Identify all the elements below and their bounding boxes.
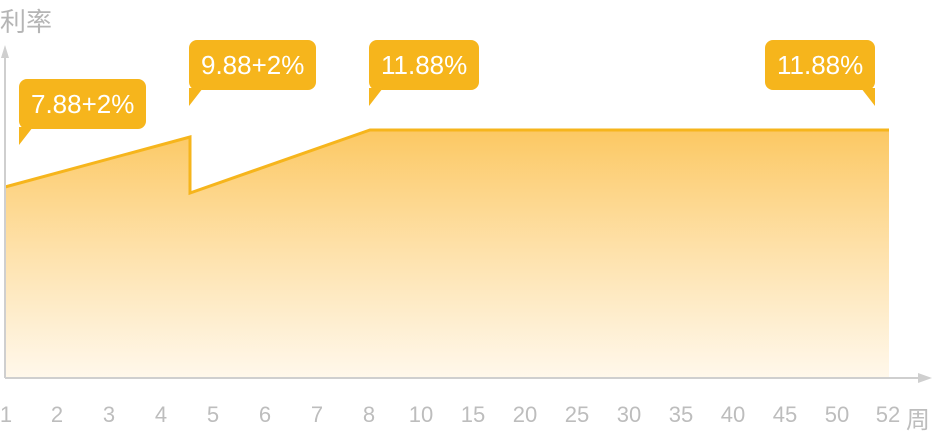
x-tick-label: 35 bbox=[668, 402, 694, 427]
x-tick-label: 1 bbox=[0, 402, 13, 427]
x-tick-label: 4 bbox=[154, 402, 168, 427]
x-tick-label: 15 bbox=[460, 402, 486, 427]
x-tick-label: 50 bbox=[824, 402, 850, 427]
x-tick-label: 40 bbox=[720, 402, 746, 427]
annotation-4-label: 11.88% bbox=[777, 50, 864, 80]
annotation-3: 11.88% bbox=[369, 40, 480, 106]
x-tick-label: 5 bbox=[206, 402, 220, 427]
x-tick-label: 20 bbox=[512, 402, 538, 427]
x-tick-label: 45 bbox=[772, 402, 798, 427]
x-axis-unit: 周 bbox=[906, 406, 930, 434]
annotation-1: 7.88+2% bbox=[19, 79, 147, 145]
x-axis-arrow bbox=[918, 373, 932, 383]
annotation-3-label: 11.88% bbox=[381, 50, 468, 80]
x-tick-label: 7 bbox=[310, 402, 324, 427]
x-tick-label: 3 bbox=[102, 402, 116, 427]
annotation-3-pointer bbox=[369, 88, 383, 106]
x-tick-label: 2 bbox=[50, 402, 64, 427]
x-tick-label: 25 bbox=[564, 402, 590, 427]
x-tick-label: 8 bbox=[362, 402, 376, 427]
annotation-2: 9.88+2% bbox=[189, 40, 317, 106]
annotation-2-label: 9.88+2% bbox=[201, 50, 305, 80]
x-tick-label: 10 bbox=[408, 402, 434, 427]
area-fill bbox=[5, 130, 889, 378]
annotation-4: 11.88% bbox=[765, 40, 876, 106]
x-tick-label: 6 bbox=[258, 402, 272, 427]
annotation-2-pointer bbox=[189, 88, 203, 106]
x-tick-label: 30 bbox=[616, 402, 642, 427]
rate-line bbox=[4, 128, 889, 196]
x-tick-label: 52 bbox=[875, 402, 901, 427]
annotation-1-label: 7.88+2% bbox=[31, 89, 135, 119]
y-axis-label: 利率 bbox=[0, 8, 53, 38]
y-axis-arrow bbox=[1, 45, 9, 58]
annotation-4-pointer bbox=[861, 88, 876, 106]
annotation-1-pointer bbox=[19, 127, 33, 145]
